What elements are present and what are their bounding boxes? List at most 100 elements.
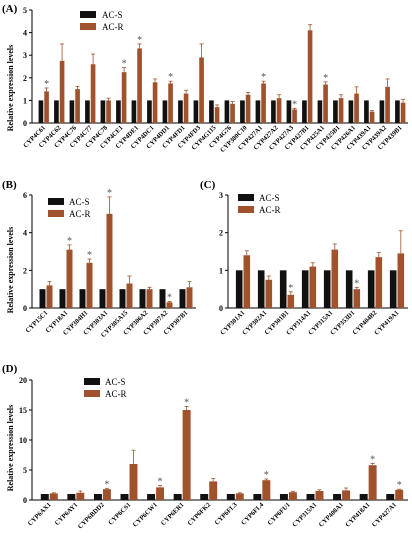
bar-ac-s <box>193 100 199 123</box>
panel-label-a: (A) <box>2 3 18 15</box>
category-label: CYP427A1 <box>371 501 398 528</box>
bar-ac-s <box>178 100 183 123</box>
bar-ac-s <box>100 100 106 123</box>
bar-ac-r <box>75 89 80 123</box>
y-tick-label: 0 <box>23 119 27 128</box>
bar-ac-s <box>379 100 385 123</box>
bar-ac-s <box>131 100 137 123</box>
bar-ac-s <box>271 100 276 123</box>
bar-ac-s <box>162 100 168 123</box>
category-label: CYP6FK2 <box>186 501 212 527</box>
y-tick-label: 20 <box>19 376 27 385</box>
bar-ac-s <box>255 100 261 123</box>
bar-ac-s <box>226 494 235 500</box>
bar-ac-r <box>243 255 251 308</box>
bar-ac-r <box>235 493 244 500</box>
legend-label-s: AC-S <box>105 377 126 387</box>
bar-ac-s <box>386 494 395 500</box>
bar-ac-s <box>235 270 243 308</box>
bar-ac-s <box>173 494 182 500</box>
bar-ac-r <box>183 93 189 123</box>
bar-ac-s <box>200 494 209 500</box>
bar-ac-r <box>86 262 93 308</box>
y-tick-label: 5 <box>23 6 27 15</box>
category-label: CYP6AY1 <box>54 501 80 527</box>
bar-ac-r <box>307 30 313 124</box>
significance-star: * <box>87 250 92 261</box>
category-label: CYP6FL3 <box>214 501 240 527</box>
bar-ac-r <box>292 109 297 123</box>
bar-ac-s <box>93 494 102 500</box>
bar-ac-s <box>364 100 369 123</box>
bar-ac-r <box>395 489 404 500</box>
bar-ac-s <box>119 289 126 308</box>
bar-ac-s <box>306 494 315 500</box>
bar-ac-s <box>67 494 76 500</box>
bar-ac-s <box>333 100 338 123</box>
category-label: CYP6BDD2 <box>77 501 107 531</box>
legend-swatch-s <box>238 194 254 201</box>
bar-ac-r <box>342 490 351 500</box>
category-label: CYP315A1 <box>291 501 318 528</box>
bar-ac-s <box>317 100 323 123</box>
y-axis-title-d: Relative expression levels <box>6 405 15 492</box>
y-tick-label: 1 <box>219 266 223 275</box>
legend-label-r: AC-R <box>105 389 127 399</box>
y-tick-label: 0 <box>23 496 27 505</box>
category-label: CYP6ER1 <box>160 501 186 527</box>
legend-d: AC-S AC-R <box>84 377 127 399</box>
y-tick-label: 10 <box>19 436 27 445</box>
panel-label-b: (B) <box>2 179 17 191</box>
significance-star: * <box>107 188 112 199</box>
legend-c: AC-S AC-R <box>238 193 281 215</box>
category-label: CYP408A1 <box>318 501 345 528</box>
significance-star: * <box>354 278 359 289</box>
bar-ac-s <box>139 289 146 308</box>
legend-label-s: AC-S <box>259 193 280 203</box>
bar-ac-s <box>85 100 90 123</box>
y-tick-label: 6 <box>23 191 27 200</box>
y-tick-label: 3 <box>219 191 223 200</box>
category-label: CYP6FU1 <box>266 501 291 526</box>
significance-star: * <box>288 283 293 294</box>
bar-ac-s <box>224 100 230 123</box>
y-tick-label: 2 <box>219 229 223 238</box>
significance-star: * <box>122 59 127 70</box>
bar-ac-r <box>46 285 53 308</box>
legend-swatch-r <box>84 390 100 397</box>
bar-ac-s <box>40 494 49 500</box>
bar-ac-s <box>147 494 156 500</box>
significance-star: * <box>44 79 49 90</box>
legend-swatch-r <box>80 23 96 30</box>
bar-ac-s <box>38 100 44 123</box>
legend-label-r: AC-R <box>102 22 124 32</box>
bar-ac-r <box>230 103 235 123</box>
bar-ac-r <box>331 249 339 308</box>
bar-ac-r <box>309 266 317 308</box>
bar-ac-r <box>265 279 273 308</box>
bar-ac-s <box>279 494 288 500</box>
bar-ac-r <box>245 94 251 123</box>
panel-label-c: (C) <box>200 179 216 191</box>
bar-ac-r <box>66 249 73 308</box>
bar-ac-r <box>369 111 375 123</box>
category-label: CYP6CW1 <box>132 501 159 528</box>
bar-ac-s <box>333 494 342 500</box>
bar-ac-s <box>240 100 245 123</box>
bar-ac-r <box>102 489 111 500</box>
bar-ac-r <box>90 64 96 123</box>
bar-ac-r <box>400 102 406 123</box>
bar-ac-s <box>79 289 86 308</box>
bar-ac-r <box>44 91 49 123</box>
bar-ac-r <box>276 98 282 123</box>
bar-ac-r <box>368 465 377 500</box>
chart-panels: 012345*CYP4C61CYP4C62CYP4C76CYP4C77CYP4C… <box>19 6 408 531</box>
significance-star: * <box>104 479 109 490</box>
bar-ac-s <box>59 289 66 308</box>
bar-ac-r <box>323 84 328 123</box>
bar-ac-r <box>106 100 111 123</box>
bar-ac-r <box>262 480 271 500</box>
y-tick-label: 0 <box>23 304 27 313</box>
significance-star: * <box>184 397 189 408</box>
category-label: CYP6CS1 <box>107 501 132 526</box>
